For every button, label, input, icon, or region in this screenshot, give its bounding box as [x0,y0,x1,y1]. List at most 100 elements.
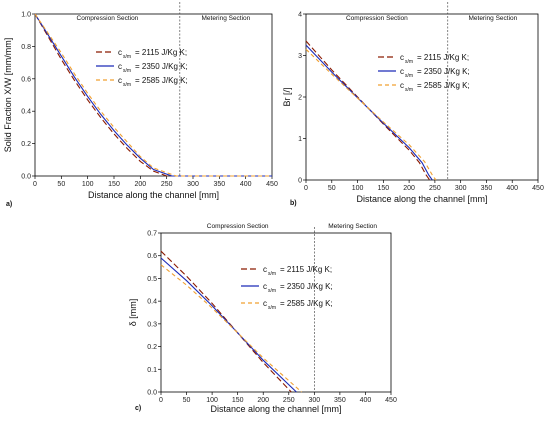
plot-frame [34,13,273,177]
x-tick-label: 50 [183,397,191,404]
x-tick-label: 400 [506,185,518,192]
series-line-3 [160,264,302,393]
legend-symbol: c [263,282,267,291]
x-tick-label: 250 [283,397,295,404]
x-tick-label: 50 [57,181,65,188]
legend: c s/m = 2115 J/Kg K;c s/m = 2350 J/Kg K;c s/m… [96,48,188,88]
y-axis-label: Br [/] [282,87,292,106]
legend-subscript: s/m [268,288,276,294]
x-tick-label: 250 [161,181,173,188]
legend-value: = 2350 J/Kg K; [417,67,470,76]
legend-value: = 2115 J/Kg K; [280,265,332,274]
y-tick-label: 0.4 [147,299,157,306]
x-tick-label: 350 [334,397,346,404]
legend-symbol: c [263,299,267,308]
compression-section-label: Compression Section [207,223,269,230]
legend-subscript: s/m [405,73,413,79]
legend-symbol: c [400,81,404,90]
y-tick-label: 0.6 [21,76,31,83]
x-tick-label: 300 [455,185,467,192]
y-tick-label: 1 [298,136,302,143]
x-tick-label: 0 [304,185,308,192]
x-tick-label: 450 [385,397,397,404]
series-line-2 [34,13,272,177]
legend-symbol: c [118,62,122,71]
x-tick-label: 0 [159,397,163,404]
legend: c s/m = 2115 J/Kg K;c s/m = 2350 J/Kg K;c s/m… [378,53,470,93]
x-tick-label: 450 [266,181,278,188]
legend-value: = 2350 J/Kg K; [135,62,188,71]
x-tick-label: 100 [206,397,218,404]
compression-section-label: Compression Section [346,15,408,22]
legend-value: = 2585 J/Kg K; [280,299,333,308]
y-axis-label: δ [mm] [128,299,138,327]
series-line-3 [305,48,437,181]
legend-symbol: c [118,76,122,85]
panel-label: c) [135,405,141,412]
x-tick-label: 350 [481,185,493,192]
y-tick-label: 0.5 [147,276,157,283]
compression-section-label: Compression Section [77,15,139,22]
legend-value: = 2350 J/Kg K; [280,282,333,291]
x-tick-label: 200 [403,185,415,192]
legend-value: = 2585 J/Kg K; [417,81,470,90]
x-tick-label: 400 [240,181,252,188]
series-line-1 [305,40,431,181]
legend-subscript: s/m [123,54,131,60]
y-tick-label: 4 [298,12,302,19]
series-line-1 [160,250,292,393]
chart-panel-2: 0 50 100 150 200 250 300 350 400 450 0 1 2 3 4 Distance… [282,2,544,207]
legend-subscript: s/m [268,305,276,311]
series-line-1 [34,13,272,177]
x-axis-label: Distance along the channel [mm] [88,190,219,200]
x-tick-label: 100 [82,181,94,188]
legend-value: = 2585 J/Kg K; [135,76,188,85]
series-line-2 [160,257,297,393]
legend-value: = 2115 J/Kg K; [135,48,187,57]
x-tick-label: 300 [187,181,199,188]
x-tick-label: 450 [532,185,544,192]
x-tick-label: 400 [360,397,372,404]
y-tick-label: 0.7 [147,231,157,238]
x-tick-label: 150 [108,181,120,188]
x-tick-label: 300 [308,397,320,404]
legend-subscript: s/m [123,82,131,88]
panel-label: b) [290,200,297,207]
legend-subscript: s/m [123,68,131,74]
y-tick-label: 0.6 [147,253,157,260]
x-axis-label: Distance along the channel [mm] [210,404,341,414]
metering-section-label: Metering Section [328,223,377,230]
y-tick-label: 0.1 [147,367,157,374]
y-tick-label: 0.4 [21,109,31,116]
series-line-3 [34,13,272,177]
x-axis-label: Distance along the channel [mm] [356,194,487,204]
x-tick-label: 100 [352,185,364,192]
y-tick-label: 0 [298,178,302,185]
y-tick-label: 0.8 [21,44,31,51]
y-tick-label: 0.2 [21,141,31,148]
legend-value: = 2115 J/Kg K; [417,53,469,62]
legend-symbol: c [263,265,267,274]
legend-subscript: s/m [405,87,413,93]
legend-symbol: c [400,67,404,76]
y-tick-label: 0.2 [147,344,157,351]
plot-frame [305,13,539,181]
x-tick-label: 0 [33,181,37,188]
series-line-2 [305,44,433,181]
legend-subscript: s/m [405,59,413,65]
metering-section-label: Metering Section [202,15,251,22]
legend-symbol: c [118,48,122,57]
x-tick-label: 350 [213,181,225,188]
legend: c s/m = 2115 J/Kg K;c s/m = 2350 J/Kg K;c s/m… [241,265,333,311]
plot-frame [160,232,392,393]
panel-label: a) [6,201,12,208]
chart-panel-3: 0 50 100 150 200 250 300 350 400 450 0.0 0.1 0.2 0.3 0… [128,223,397,414]
y-tick-label: 1.0 [21,12,31,19]
y-tick-label: 0.0 [21,174,31,181]
x-tick-label: 200 [257,397,269,404]
x-tick-label: 150 [232,397,244,404]
y-tick-label: 0.0 [147,390,157,397]
legend-symbol: c [400,53,404,62]
x-tick-label: 50 [328,185,336,192]
chart-panel-1: 0 50 100 150 200 250 300 350 400 450 0.0 0.2 0.4 0.6 0… [3,2,278,208]
